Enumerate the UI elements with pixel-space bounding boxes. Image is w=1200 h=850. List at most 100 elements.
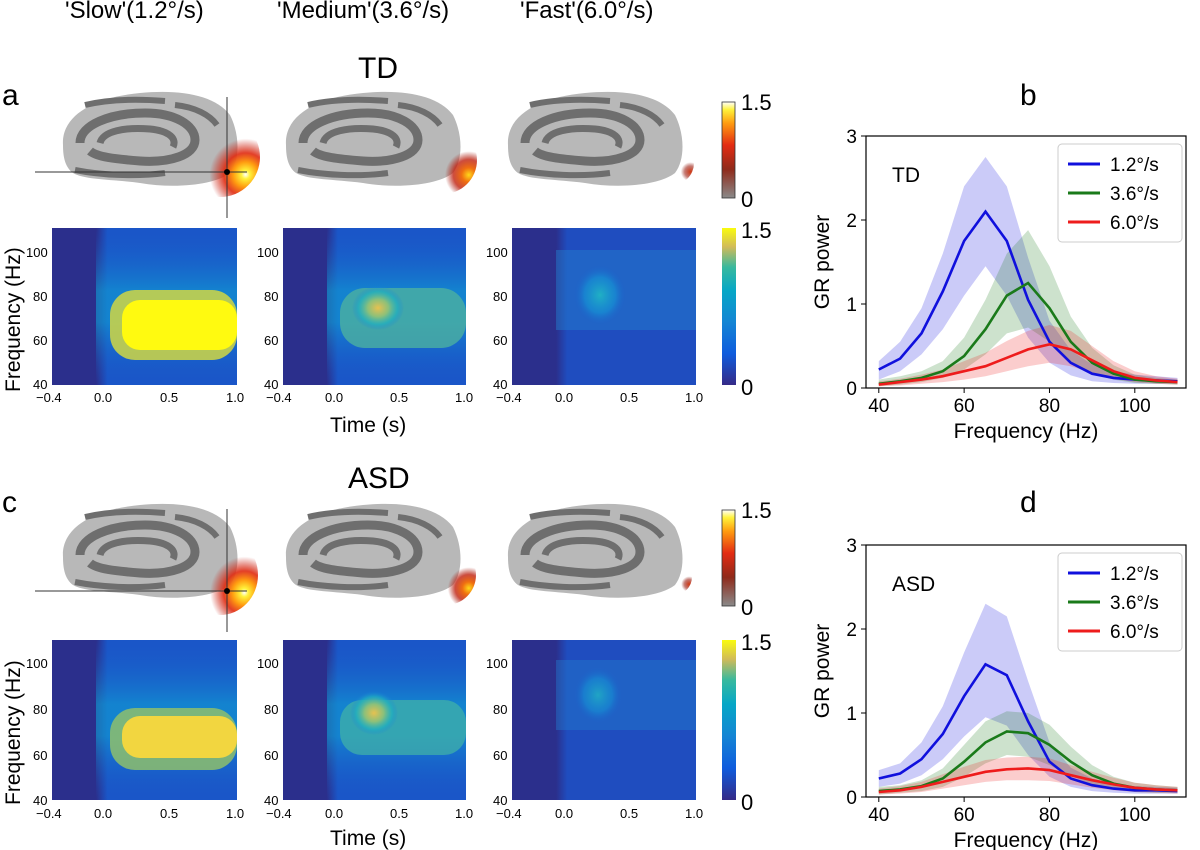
axes-frame xyxy=(865,544,1187,798)
tf-xtick: 1.0 xyxy=(226,390,244,405)
axes-frame xyxy=(865,135,1187,389)
chart-group-title: TD xyxy=(892,164,920,187)
tf-ytick: 80 xyxy=(264,289,278,304)
group-title-td: TD xyxy=(358,52,398,85)
tf-yticks-asd: 100 80 60 40 100 80 60 40 100 80 60 40 xyxy=(26,656,508,808)
brain-td-fast xyxy=(508,92,694,186)
tf-xticks-td: −0.4 0.0 0.5 1.0 −0.4 0.0 0.5 1.0 −0.4 0… xyxy=(36,390,703,405)
colorbar-tf-asd xyxy=(722,640,736,800)
tf-ytick: 40 xyxy=(33,377,47,392)
tf-ytick: 40 xyxy=(33,793,47,808)
series-band xyxy=(878,325,1178,387)
tf-ytick: 60 xyxy=(33,748,47,763)
tf-ytick: 80 xyxy=(493,289,507,304)
series-line xyxy=(878,342,1178,386)
tf-map-td-medium xyxy=(283,228,466,385)
tf-ytick: 100 xyxy=(486,656,508,671)
tf-xtick: 0.5 xyxy=(620,390,638,405)
brain-asd-medium xyxy=(286,504,476,605)
panel-label-d: d xyxy=(1020,486,1037,519)
x-axis-label: Frequency (Hz) xyxy=(954,829,1099,850)
tf-xtick: 1.0 xyxy=(685,806,703,821)
tf-ytick: 80 xyxy=(264,702,278,717)
colorbar-brain-asd-max: 1.5 xyxy=(741,498,772,523)
tf-xtick: −0.4 xyxy=(36,806,62,821)
series-line xyxy=(878,662,1178,793)
tf-yticks-td: 100 80 60 40 100 80 60 40 100 80 60 40 xyxy=(26,245,508,392)
tf-ylabel-asd: Frequency (Hz) xyxy=(2,660,25,805)
x-tick-label: 60 xyxy=(954,396,975,417)
tf-xticks-asd: −0.4 0.0 0.5 1.0 −0.4 0.0 0.5 1.0 −0.4 0… xyxy=(36,806,703,821)
y-tick-label: 3 xyxy=(846,536,857,557)
colorbar-tf-asd-max: 1.5 xyxy=(741,630,772,655)
series-band xyxy=(878,711,1178,795)
chart-group-title: ASD xyxy=(892,573,935,596)
colorbar-tf-td-max: 1.5 xyxy=(741,218,772,243)
tf-ytick: 100 xyxy=(26,656,48,671)
tf-ytick: 60 xyxy=(264,333,278,348)
colorbar-tf-td-min: 0 xyxy=(741,375,753,400)
tf-xtick: 0.5 xyxy=(160,806,178,821)
tf-ytick: 40 xyxy=(264,793,278,808)
y-tick-label: 0 xyxy=(846,788,857,809)
tf-xlabel-td: Time (s) xyxy=(330,414,406,437)
tf-xtick: 0.0 xyxy=(94,806,112,821)
tf-ytick: 80 xyxy=(493,702,507,717)
legend-box xyxy=(1057,143,1183,243)
tf-ylabel-td: Frequency (Hz) xyxy=(2,247,25,392)
y-tick-label: 1 xyxy=(846,295,857,316)
panel-label-a: a xyxy=(2,79,19,112)
brain-td-slow xyxy=(35,92,260,218)
series-band xyxy=(878,756,1178,795)
tf-xtick: −0.4 xyxy=(496,806,522,821)
tf-ytick: 60 xyxy=(33,333,47,348)
tf-xtick: 0.5 xyxy=(620,806,638,821)
brain-asd-fast xyxy=(508,504,692,598)
x-tick-label: 100 xyxy=(1119,396,1151,417)
tf-xtick: −0.4 xyxy=(266,390,292,405)
tf-xtick: 1.0 xyxy=(455,390,473,405)
tf-xtick: 0.0 xyxy=(325,806,343,821)
y-axis-label: GR power xyxy=(811,624,834,719)
condition-medium: 'Medium'(3.6°/s) xyxy=(277,0,449,24)
legend-label: 1.2°/s xyxy=(1110,155,1159,176)
x-axis-label: Frequency (Hz) xyxy=(954,420,1099,443)
tf-map-td-slow xyxy=(52,228,237,385)
x-tick-label: 60 xyxy=(954,805,975,826)
tf-xtick: 1.0 xyxy=(455,806,473,821)
gr-power-chart-td: 40 60 80 100 0 1 2 3 Frequency (Hz) GR power TD 1.2… xyxy=(811,127,1187,443)
series-band xyxy=(878,230,1178,387)
series-band xyxy=(878,603,1178,794)
tf-xtick: 1.0 xyxy=(685,390,703,405)
legend-label: 6.0°/s xyxy=(1110,622,1159,643)
tf-ytick: 80 xyxy=(33,289,47,304)
tf-ytick: 60 xyxy=(493,333,507,348)
legend-label: 3.6°/s xyxy=(1110,593,1159,614)
tf-ytick: 40 xyxy=(264,377,278,392)
x-tick-label: 40 xyxy=(868,396,889,417)
colorbar-brain-td-min: 0 xyxy=(741,187,753,212)
tf-ytick: 60 xyxy=(493,748,507,763)
y-tick-label: 3 xyxy=(846,127,857,148)
x-tick-label: 100 xyxy=(1119,805,1151,826)
tf-ytick: 100 xyxy=(26,245,48,260)
x-tick-label: 40 xyxy=(868,805,889,826)
legend-label: 6.0°/s xyxy=(1110,213,1159,234)
tf-xtick: 0.0 xyxy=(555,390,573,405)
colorbar-tf-asd-min: 0 xyxy=(741,790,753,815)
tf-ytick: 100 xyxy=(486,245,508,260)
legend-label: 1.2°/s xyxy=(1110,564,1159,585)
series-line xyxy=(878,767,1178,794)
x-tick-label: 80 xyxy=(1039,805,1060,826)
panel-label-b: b xyxy=(1020,79,1037,112)
gr-power-chart-asd: 40 60 80 100 0 1 2 3 Frequency (Hz) GR power ASD 1.… xyxy=(811,536,1187,850)
y-tick-label: 2 xyxy=(846,620,857,641)
y-tick-label: 2 xyxy=(846,211,857,232)
brain-td-medium xyxy=(286,92,477,194)
colorbar-tf-td xyxy=(722,228,736,385)
tf-map-asd-medium xyxy=(283,640,466,800)
tf-map-asd-slow xyxy=(52,640,237,800)
colorbar-brain-asd-min: 0 xyxy=(741,595,753,620)
colorbar-brain-asd xyxy=(721,509,736,607)
